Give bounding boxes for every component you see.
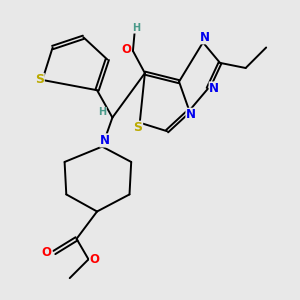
Text: H: H <box>98 107 106 117</box>
Text: O: O <box>90 253 100 266</box>
Text: O: O <box>121 43 131 56</box>
Text: S: S <box>35 74 44 86</box>
Text: N: N <box>200 31 210 44</box>
Text: N: N <box>186 108 196 121</box>
Text: N: N <box>100 134 110 147</box>
Text: O: O <box>42 246 52 259</box>
Text: N: N <box>209 82 219 95</box>
Text: S: S <box>134 121 142 134</box>
Text: H: H <box>132 23 140 33</box>
